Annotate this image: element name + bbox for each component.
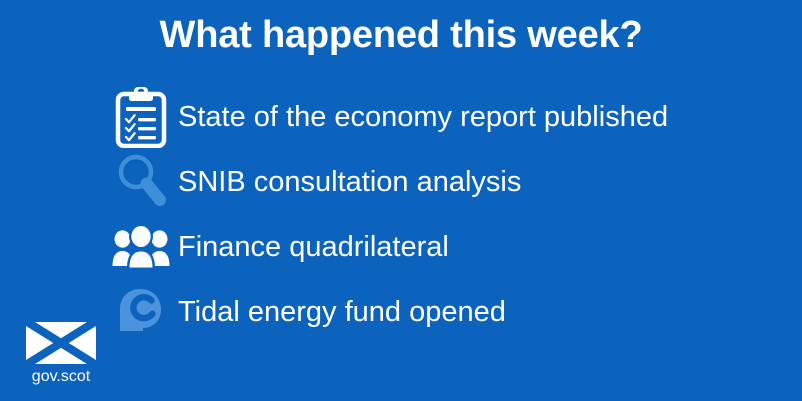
gov-scot-logo-text: gov.scot (31, 368, 91, 385)
list-item-label: State of the economy report published (178, 100, 669, 133)
group-of-people-icon (104, 216, 178, 278)
list-item: State of the economy report published (104, 84, 794, 149)
list-item: SNIB consultation analysis (104, 149, 794, 214)
list-item-label: SNIB consultation analysis (178, 165, 522, 198)
tidal-wave-icon (104, 281, 178, 343)
gov-scot-logo: gov.scot (18, 322, 104, 387)
list-item-label: Tidal energy fund opened (178, 295, 506, 328)
clipboard-checklist-icon (104, 86, 178, 148)
list-item-label: Finance quadrilateral (178, 230, 449, 263)
saltire-flag-icon (26, 322, 96, 364)
list-item: Finance quadrilateral (104, 214, 794, 279)
highlights-list: State of the economy report published SN… (104, 84, 794, 344)
page-title: What happened this week? (159, 14, 643, 56)
magnifying-glass-icon (104, 151, 178, 213)
list-item: Tidal energy fund opened (104, 279, 794, 344)
